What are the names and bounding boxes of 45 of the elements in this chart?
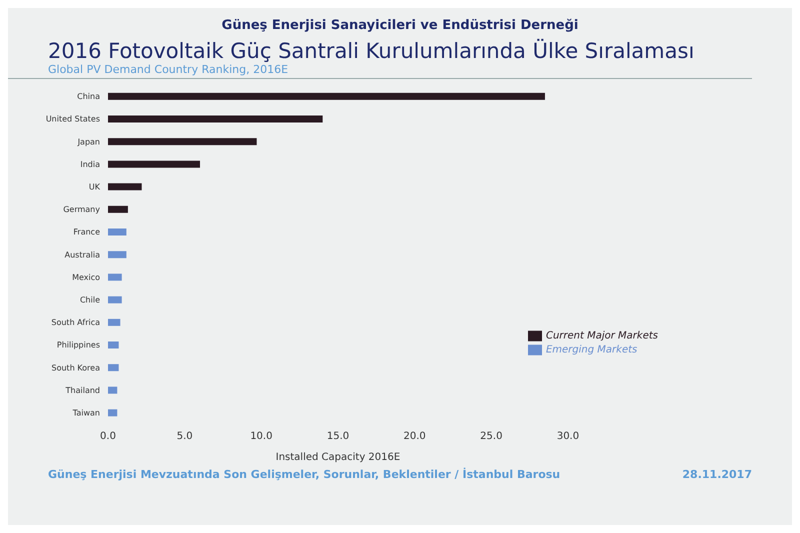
bar xyxy=(108,364,119,372)
y-tick-label: China xyxy=(77,92,100,102)
x-tick-label: 20.0 xyxy=(404,431,426,442)
y-tick-label: India xyxy=(80,160,100,169)
bar xyxy=(108,138,257,146)
y-tick-label: Germany xyxy=(63,205,100,214)
y-tick-label: South Korea xyxy=(52,363,100,372)
bar xyxy=(108,251,126,258)
y-tick-label: United States xyxy=(46,114,100,124)
y-tick-label: Mexico xyxy=(72,272,100,282)
y-tick-label: South Africa xyxy=(51,318,100,328)
y-tick-label: Philippines xyxy=(56,340,100,350)
legend-label: Emerging Markets xyxy=(546,344,638,356)
y-tick-label: UK xyxy=(88,182,101,192)
x-tick-label: 5.0 xyxy=(176,431,193,442)
text: Güneş Enerjisi Sanayicileri ve Endüstrisi Derneği xyxy=(220,17,580,33)
bar xyxy=(108,274,122,281)
bar xyxy=(108,116,323,123)
chart-subtitle: Global PV Demand Country Ranking, 2016E xyxy=(8,63,752,79)
y-tick-label: Chile xyxy=(80,296,100,305)
bar xyxy=(108,296,122,304)
bar xyxy=(108,386,118,394)
x-tick-label: 15.0 xyxy=(326,431,350,442)
y-tick-label: Taiwan xyxy=(72,408,100,418)
text: Güneş Enerjisi Mevzuatında Son Gelişmeler, Sorunlar, Beklentiler / İstanbul Barosu xyxy=(48,468,560,481)
x-tick-label: 25.0 xyxy=(480,431,502,442)
bar xyxy=(108,318,120,326)
chart-title: 2016 Fotovoltaik Güç Santrali Kurulumlarında Ülke Sıralaması xyxy=(47,39,696,63)
y-tick-label: Australia xyxy=(64,250,100,260)
text: 28.11.2017 xyxy=(682,468,752,481)
x-tick-label: 30.0 xyxy=(556,431,580,442)
bar xyxy=(108,92,545,100)
bar xyxy=(108,228,126,236)
legend-label: Current Major Markets xyxy=(546,330,658,342)
bar xyxy=(108,342,119,349)
x-tick-label: 0.0 xyxy=(100,431,116,442)
bar xyxy=(108,206,128,213)
x-tick-label: 10.0 xyxy=(250,431,272,442)
x-axis-title: Installed Capacity 2016E xyxy=(276,452,400,463)
y-tick-label: France xyxy=(73,228,100,237)
y-tick-label: Japan xyxy=(76,137,100,146)
y-tick-label: Thailand xyxy=(64,386,100,395)
bar xyxy=(108,409,118,416)
bar xyxy=(108,183,142,190)
bar xyxy=(108,160,200,168)
